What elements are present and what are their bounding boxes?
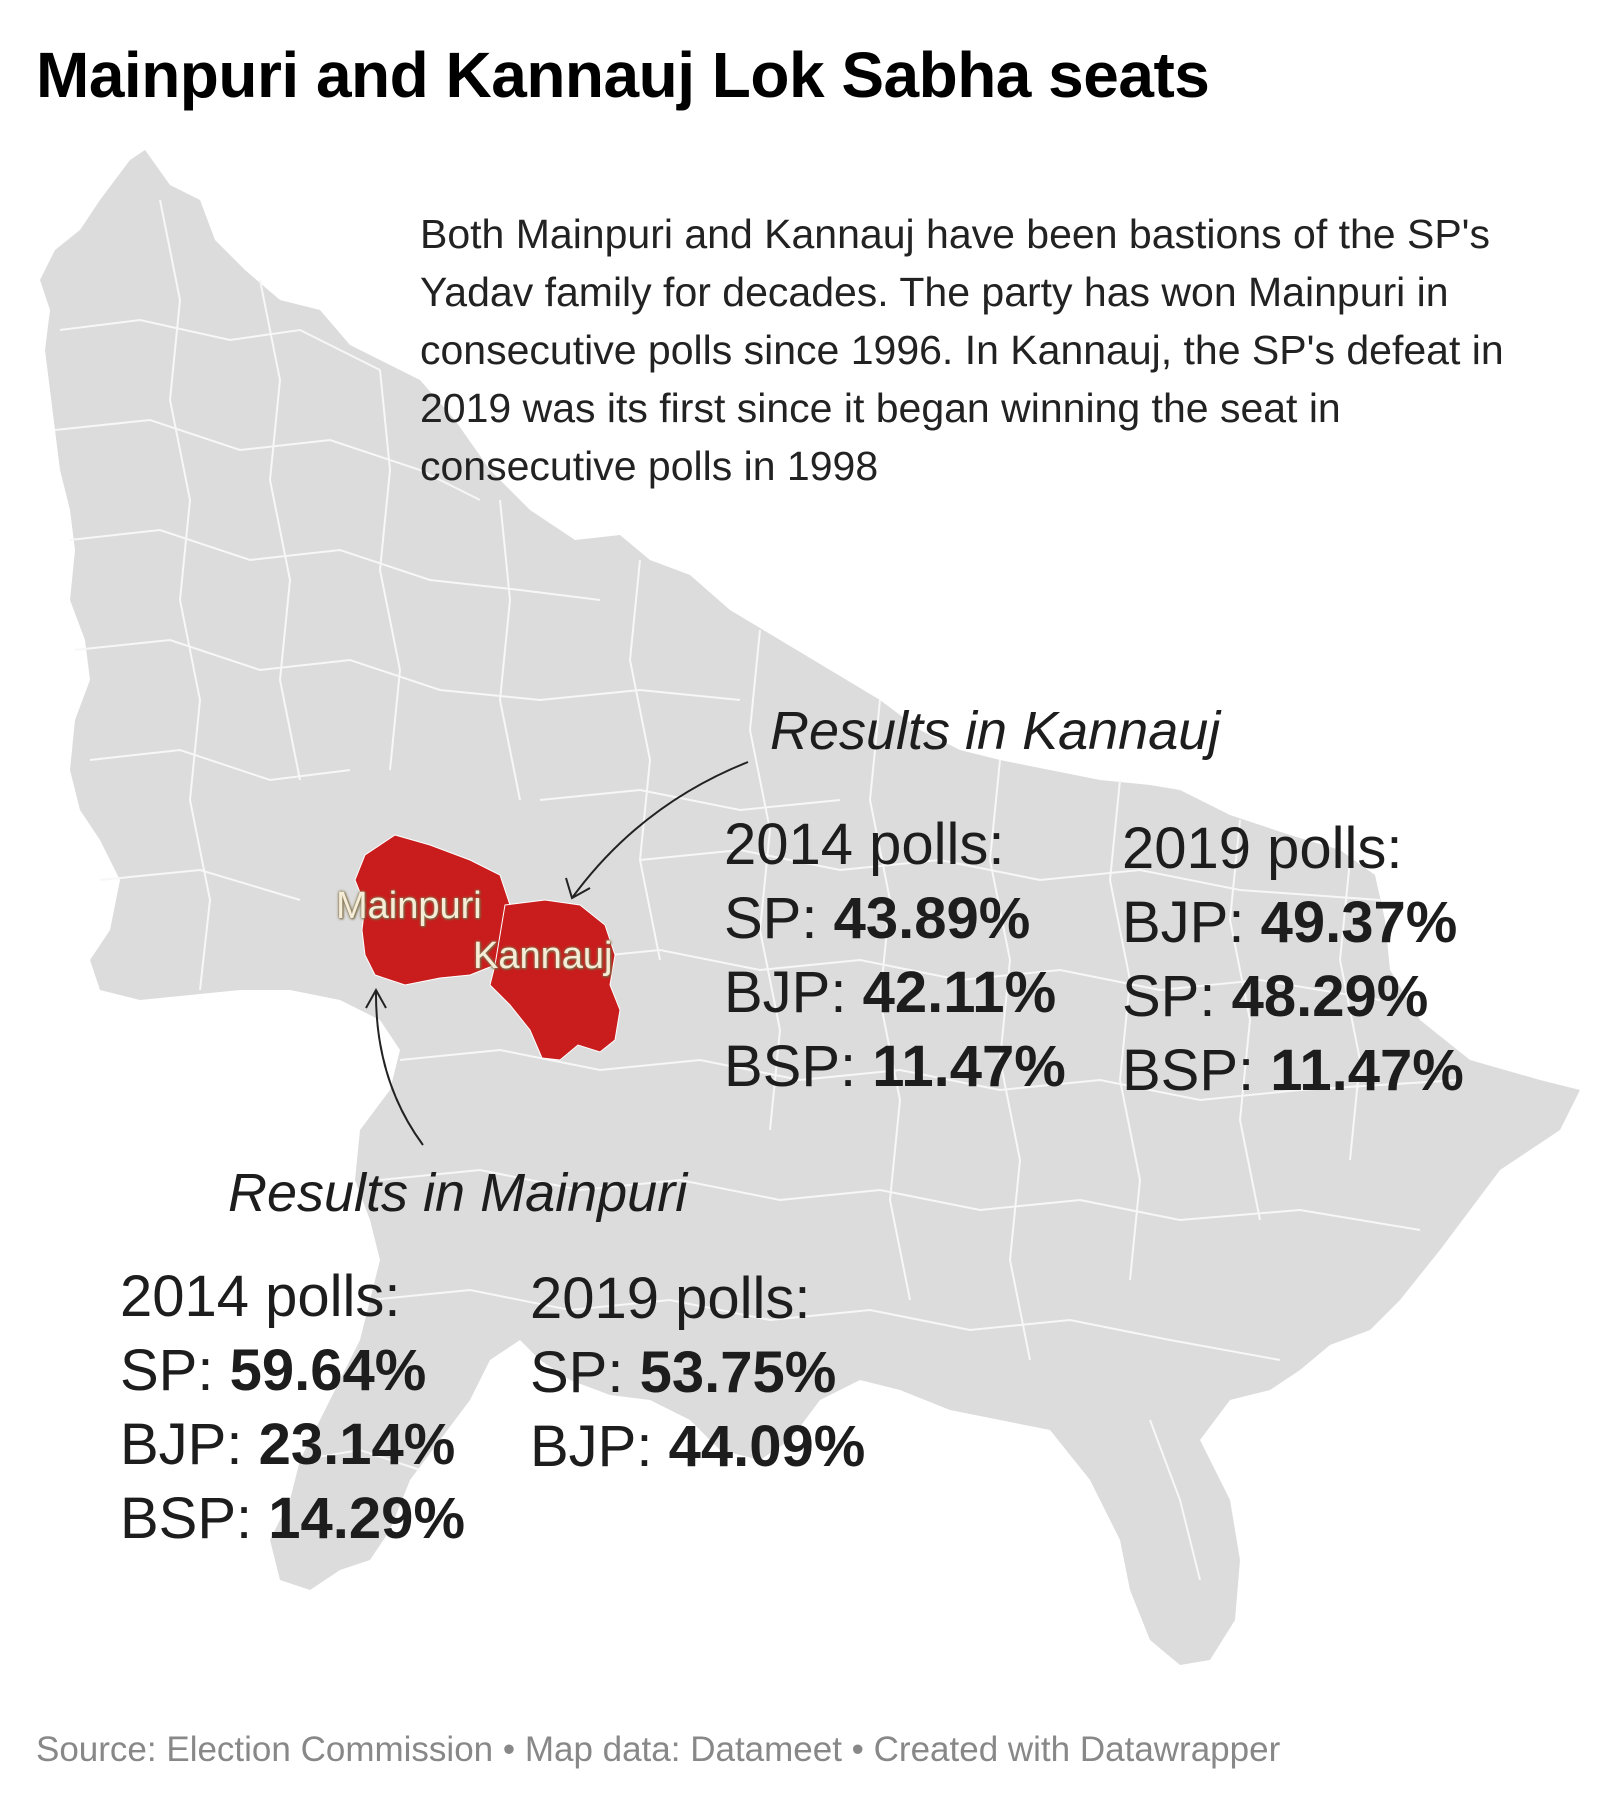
- kannauj-arrow: [571, 761, 749, 899]
- source-footer: Source: Election Commission • Map data: …: [36, 1730, 1281, 1769]
- vote-share: 14.29%: [268, 1486, 466, 1551]
- vote-share: 53.75%: [639, 1340, 837, 1405]
- vote-share: 11.47%: [872, 1034, 1066, 1099]
- vote-share: 23.14%: [258, 1412, 456, 1477]
- vote-share: 42.11%: [862, 960, 1057, 1025]
- kannauj-2014-label: 2014 polls:: [724, 812, 1005, 877]
- kannauj-2019-row: BJP: 49.37%: [1122, 886, 1464, 960]
- kannauj-2014-row: BSP: 11.47%: [724, 1030, 1066, 1104]
- vote-share: 59.64%: [229, 1338, 427, 1403]
- mainpuri-2019-results: 2019 polls: SP: 53.75% BJP: 44.09%: [530, 1262, 865, 1484]
- kannauj-2019-row: BSP: 11.47%: [1122, 1034, 1464, 1108]
- kannauj-2014-row: SP: 43.89%: [724, 882, 1066, 956]
- mainpuri-results-heading: Results in Mainpuri: [228, 1163, 688, 1223]
- mainpuri-2019-row: BJP: 44.09%: [530, 1410, 865, 1484]
- party-label: BJP:: [724, 960, 847, 1025]
- party-label: BSP:: [1122, 1038, 1255, 1103]
- party-label: BJP:: [120, 1412, 243, 1477]
- kannauj-2019-results: 2019 polls: BJP: 49.37% SP: 48.29% BSP: …: [1122, 812, 1464, 1108]
- kannauj-arrowhead: [565, 877, 591, 900]
- mainpuri-2014-row: SP: 59.64%: [120, 1334, 465, 1408]
- mainpuri-arrowhead: [365, 987, 387, 1009]
- party-label: SP:: [724, 886, 818, 951]
- party-label: BSP:: [120, 1486, 253, 1551]
- context-note: Both Mainpuri and Kannauj have been bast…: [420, 211, 1504, 489]
- party-label: SP:: [530, 1340, 624, 1405]
- mainpuri-2014-row: BJP: 23.14%: [120, 1408, 465, 1482]
- kannauj-2014-row: BJP: 42.11%: [724, 956, 1066, 1030]
- mainpuri-2019-row: SP: 53.75%: [530, 1336, 865, 1410]
- kannauj-map-label: Kannauj: [473, 935, 613, 977]
- district-borders: [54, 199, 1461, 1581]
- mainpuri-2014-results: 2014 polls: SP: 59.64% BJP: 23.14% BSP: …: [120, 1260, 465, 1556]
- kannauj-2019-label: 2019 polls:: [1122, 816, 1403, 881]
- vote-share: 11.47%: [1270, 1038, 1464, 1103]
- mainpuri-2019-label: 2019 polls:: [530, 1266, 811, 1331]
- vote-share: 43.89%: [833, 886, 1031, 951]
- mainpuri-arrow: [374, 989, 424, 1146]
- party-label: BJP:: [530, 1414, 653, 1479]
- mainpuri-2014-row: BSP: 14.29%: [120, 1482, 465, 1556]
- kannauj-results-heading: Results in Kannauj: [770, 701, 1221, 761]
- kannauj-2014-results: 2014 polls: SP: 43.89% BJP: 42.11% BSP: …: [724, 808, 1066, 1104]
- party-label: BSP:: [724, 1034, 857, 1099]
- mainpuri-map-label: Mainpuri: [336, 885, 482, 927]
- party-label: BJP:: [1122, 890, 1245, 955]
- party-label: SP:: [120, 1338, 214, 1403]
- page-title: Mainpuri and Kannauj Lok Sabha seats: [36, 39, 1210, 111]
- kannauj-2019-row: SP: 48.29%: [1122, 960, 1464, 1034]
- vote-share: 48.29%: [1231, 964, 1429, 1029]
- state-shape: [40, 150, 1580, 1665]
- vote-share: 49.37%: [1260, 890, 1458, 955]
- mainpuri-region: [354, 834, 511, 986]
- mainpuri-2014-label: 2014 polls:: [120, 1264, 401, 1329]
- vote-share: 44.09%: [668, 1414, 866, 1479]
- party-label: SP:: [1122, 964, 1216, 1029]
- kannauj-region: [489, 899, 621, 1061]
